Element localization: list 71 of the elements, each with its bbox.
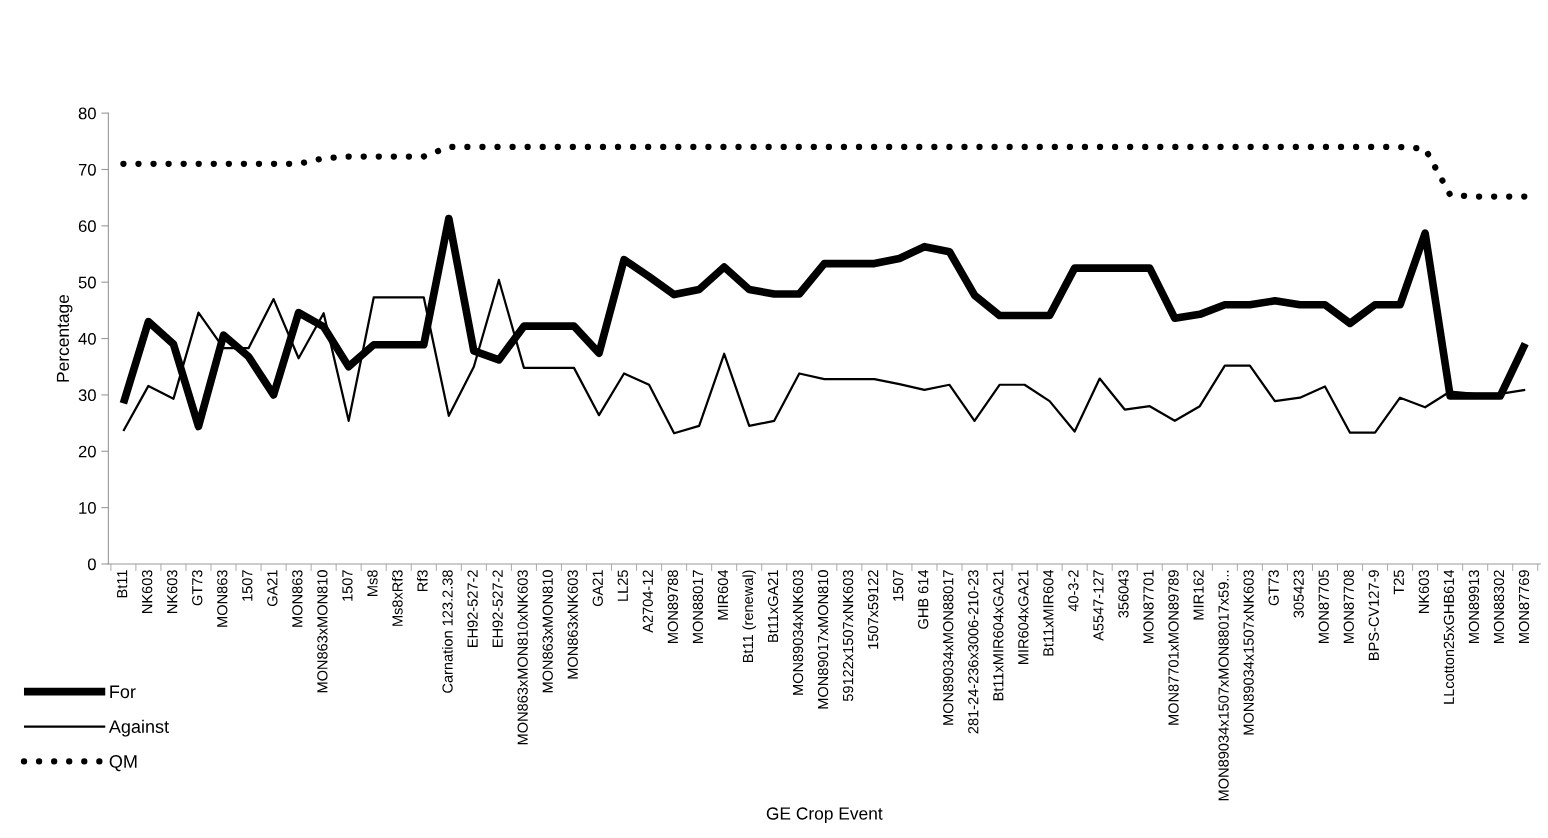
x-tick-label: MIR604xGA21 <box>1018 570 1029 664</box>
y-axis-title: Percentage <box>56 294 73 382</box>
x-axis-title: GE Crop Event <box>766 807 883 824</box>
x-tick-label: GT73 <box>192 570 203 606</box>
x-tick-label: MON863xMON810 <box>542 570 553 693</box>
x-tick-label: BPS-CV127-9 <box>1368 570 1379 660</box>
x-tick-label: 59122x1507xNK603 <box>842 570 854 702</box>
x-tick-label: GA21 <box>592 570 603 607</box>
x-tick-label: Rf3 <box>417 570 428 592</box>
x-tick-label: MON89034xMON88017 <box>943 570 954 725</box>
y-tick-label: 20 <box>78 445 96 458</box>
x-tick-label: GA21 <box>267 570 278 607</box>
x-tick-label: MON89788 <box>667 570 679 643</box>
x-tick-label: T25 <box>1393 570 1404 595</box>
x-tick-label: GT73 <box>1268 570 1279 606</box>
y-tick-label: 40 <box>78 332 96 345</box>
x-tick-label: EH92-527-2 <box>492 570 503 647</box>
x-tick-label: LLcotton25xGHB614 <box>1443 569 1455 704</box>
x-tick-label: 1507 <box>242 570 253 601</box>
x-tick-label: Ms8 <box>367 570 378 596</box>
x-tick-label: 356043 <box>1118 570 1129 618</box>
x-tick-label: MON863xMON810 <box>317 570 328 693</box>
x-tick-label: MON87701 <box>1143 570 1154 643</box>
x-tick-label: Bt11xGA21 <box>767 570 779 642</box>
x-tick-label: Bt11 (renewal) <box>742 570 756 663</box>
x-tick-label: A5547-127 <box>1093 570 1104 641</box>
y-tick-label: 80 <box>78 107 96 120</box>
y-tick-label: 0 <box>87 558 96 571</box>
x-tick-label: MON89913 <box>1468 570 1480 643</box>
y-tick-label: 10 <box>79 502 96 514</box>
legend-label: QM <box>109 755 137 772</box>
x-tick-label: 1507 <box>893 570 904 601</box>
y-tick-label: 50 <box>78 276 96 289</box>
x-tick-label: EH92-527-2 <box>467 570 478 647</box>
x-tick-label: Ms8xRf3 <box>391 570 403 626</box>
x-tick-label: MON863xNK603 <box>567 570 578 679</box>
x-tick-label: MON87701xMON89789 <box>1168 570 1179 725</box>
x-tick-label: NK603 <box>167 570 178 613</box>
x-tick-label: MON863xMON810xNK603 <box>517 570 528 745</box>
x-tick-label: 281-24-236x3006-210-23 <box>968 570 979 734</box>
legend-label: For <box>110 685 136 699</box>
x-tick-label: NK603 <box>142 570 153 613</box>
x-tick-label: MIR604 <box>717 569 729 620</box>
x-tick-label: 1507x59122 <box>867 570 879 649</box>
x-tick-label: MON88017 <box>692 570 704 643</box>
x-tick-label: GHB 614 <box>918 569 929 629</box>
y-tick-label: 70 <box>78 163 96 176</box>
x-tick-label: NK603 <box>1418 570 1430 613</box>
x-tick-label: A2704-12 <box>642 570 653 633</box>
x-tick-label: MON89017xMON810 <box>817 570 829 709</box>
x-tick-label: Bt11 <box>117 570 128 598</box>
x-tick-label: MON89034x1507xNK603 <box>1243 570 1254 735</box>
x-tick-label: MON863 <box>292 570 303 627</box>
x-tick-label: 305423 <box>1293 570 1304 618</box>
y-tick-label: 60 <box>78 220 96 233</box>
x-tick-label: MON87705 <box>1318 570 1329 643</box>
x-tick-label: LL25 <box>617 570 628 601</box>
x-tick-label: Carnation 123.2.38 <box>442 570 453 693</box>
x-tick-label: MON87769 <box>1518 570 1530 643</box>
x-tick-label: MON89034xNK603 <box>792 570 804 695</box>
x-tick-label: Bt11xMIR604 <box>1043 569 1054 656</box>
legend-label: Against <box>108 719 169 737</box>
x-tick-label: MON863 <box>217 570 228 627</box>
x-tick-label: MON87708 <box>1343 570 1354 643</box>
x-tick-label: Bt11xMIR604xGA21 <box>993 570 1004 701</box>
x-tick-label: MON89034x1507xMON88017x59... <box>1218 570 1229 801</box>
x-tick-label: 1507 <box>342 570 353 601</box>
x-tick-label: MON88302 <box>1493 570 1505 643</box>
x-tick-label: MIR162 <box>1193 570 1204 620</box>
y-tick-label: 30 <box>78 389 96 402</box>
x-tick-label: 40-3-2 <box>1068 570 1079 612</box>
